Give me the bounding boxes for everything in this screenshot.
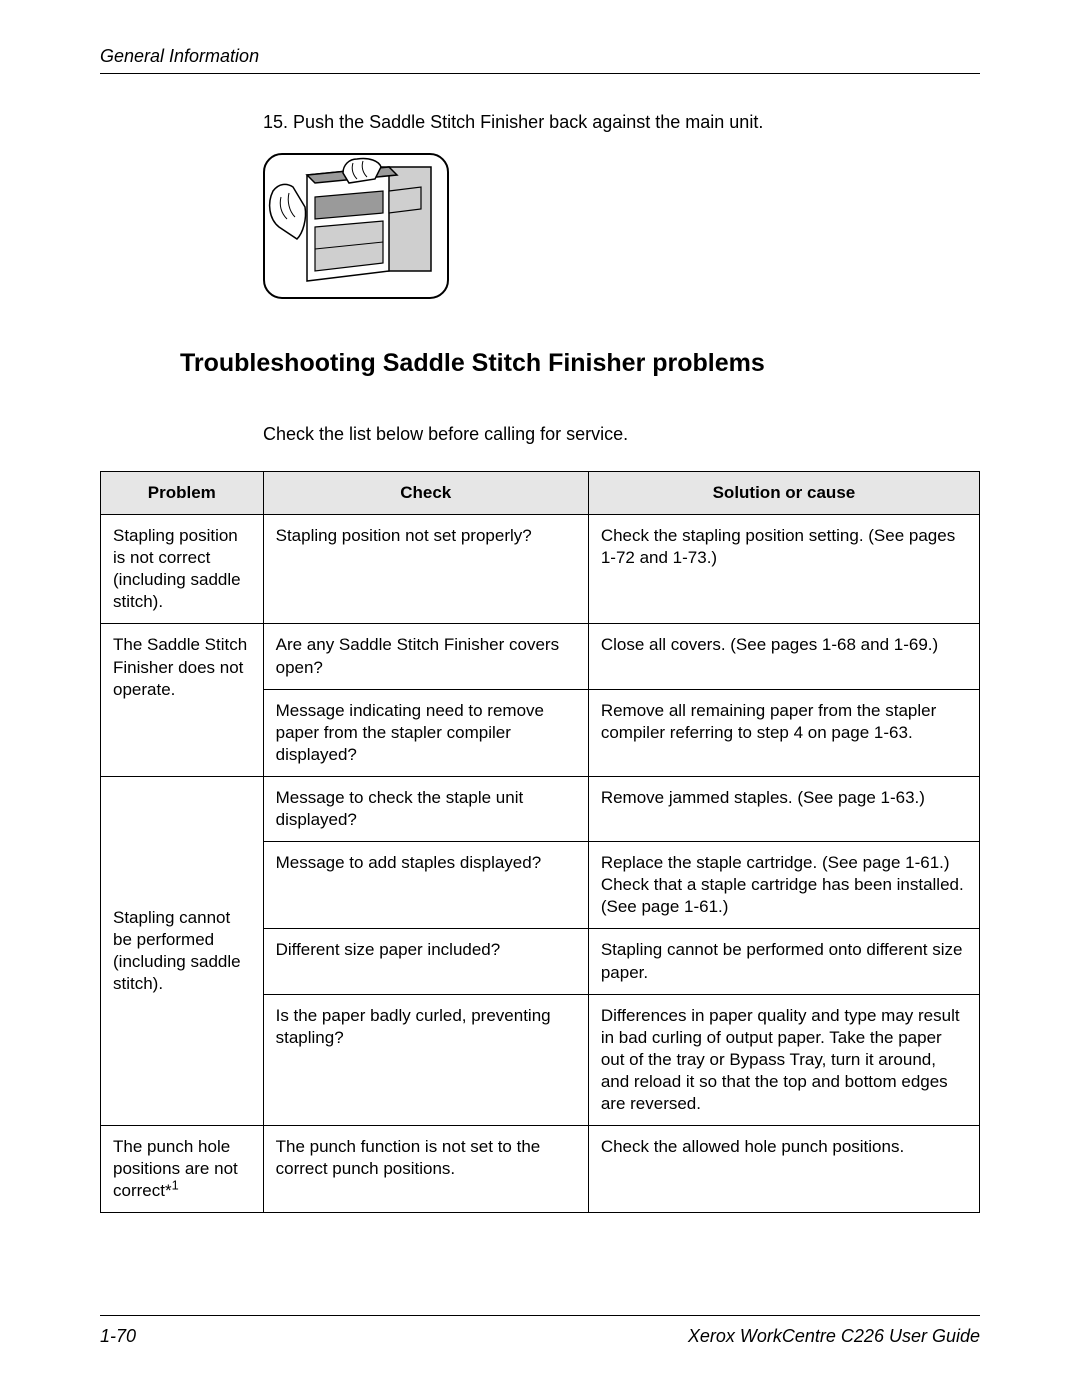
cell-check: The punch function is not set to the cor… xyxy=(263,1126,588,1213)
table-row: The punch hole positions are not correct… xyxy=(101,1126,980,1213)
table-row: Stapling position is not correct (includ… xyxy=(101,515,980,624)
cell-solution: Check the stapling position setting. (Se… xyxy=(588,515,979,624)
page-number: 1-70 xyxy=(100,1326,136,1347)
step-15: 15. Push the Saddle Stitch Finisher back… xyxy=(263,112,980,133)
cell-check: Are any Saddle Stitch Finisher covers op… xyxy=(263,624,588,689)
cell-problem: Stapling position is not correct (includ… xyxy=(101,515,264,624)
col-solution: Solution or cause xyxy=(588,472,979,515)
step-text: Push the Saddle Stitch Finisher back aga… xyxy=(293,112,763,132)
cell-check: Is the paper badly curled, preventing st… xyxy=(263,994,588,1125)
cell-check: Message to check the staple unit display… xyxy=(263,776,588,841)
cell-problem: The Saddle Stitch Finisher does not oper… xyxy=(101,624,264,776)
cell-solution: Remove jammed staples. (See page 1-63.) xyxy=(588,776,979,841)
step-number: 15. xyxy=(263,112,288,132)
page: General Information 15. Push the Saddle … xyxy=(0,0,1080,1213)
cell-solution: Stapling cannot be performed onto differ… xyxy=(588,929,979,994)
cell-solution: Remove all remaining paper from the stap… xyxy=(588,689,979,776)
table-row: The Saddle Stitch Finisher does not oper… xyxy=(101,624,980,689)
finisher-illustration xyxy=(263,153,980,299)
section-heading: Troubleshooting Saddle Stitch Finisher p… xyxy=(180,349,980,378)
section-intro: Check the list below before calling for … xyxy=(263,424,980,445)
table-header-row: Problem Check Solution or cause xyxy=(101,472,980,515)
cell-solution: Check the allowed hole punch positions. xyxy=(588,1126,979,1213)
cell-problem: Stapling cannot be performed (including … xyxy=(101,776,264,1125)
cell-problem: The punch hole positions are not correct… xyxy=(101,1126,264,1213)
cell-check: Message indicating need to remove paper … xyxy=(263,689,588,776)
running-header: General Information xyxy=(100,46,980,74)
cell-solution: Replace the staple cartridge. (See page … xyxy=(588,842,979,929)
cell-check: Stapling position not set properly? xyxy=(263,515,588,624)
cell-solution: Differences in paper quality and type ma… xyxy=(588,994,979,1125)
col-check: Check xyxy=(263,472,588,515)
guide-title: Xerox WorkCentre C226 User Guide xyxy=(688,1326,980,1347)
cell-check: Different size paper included? xyxy=(263,929,588,994)
troubleshooting-table: Problem Check Solution or cause Stapling… xyxy=(100,471,980,1213)
cell-solution: Close all covers. (See pages 1-68 and 1-… xyxy=(588,624,979,689)
table-row: Stapling cannot be performed (including … xyxy=(101,776,980,841)
cell-check: Message to add staples displayed? xyxy=(263,842,588,929)
page-footer: 1-70 Xerox WorkCentre C226 User Guide xyxy=(100,1315,980,1347)
col-problem: Problem xyxy=(101,472,264,515)
